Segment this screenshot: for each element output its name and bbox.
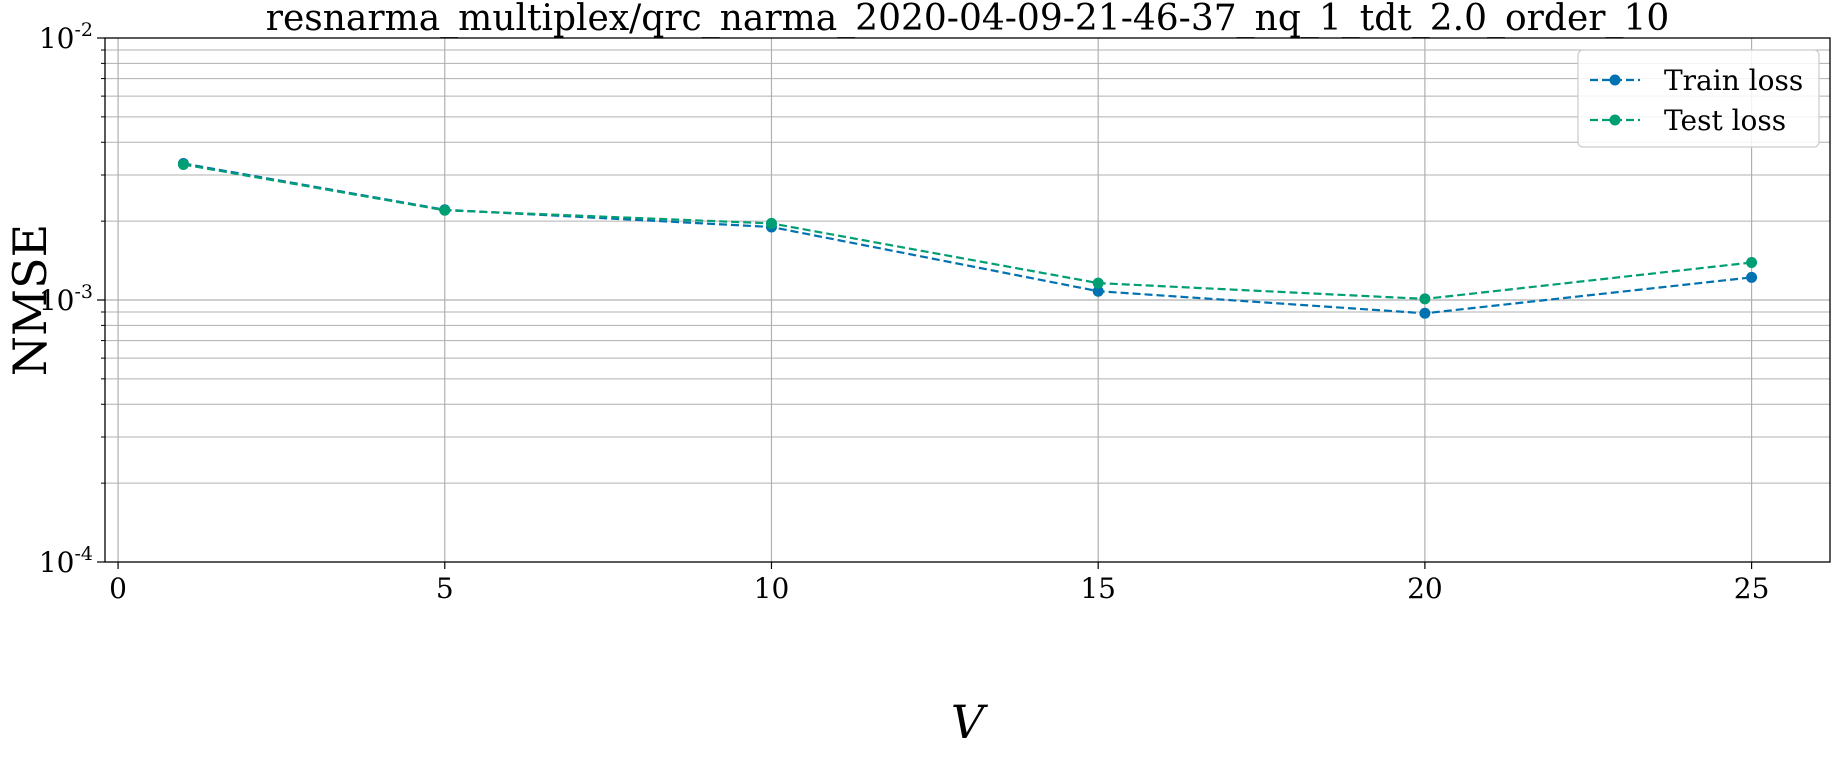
x-tick-label: 5 [436, 572, 454, 605]
y-tick-exponent: -3 [74, 281, 93, 303]
legend-item: Test loss [1590, 104, 1786, 137]
legend-marker [1609, 114, 1621, 126]
grid-lines [105, 38, 1830, 562]
legend-box [1577, 49, 1820, 148]
data-point [1746, 257, 1758, 269]
series-line [183, 163, 1752, 301]
legend-label: Train loss [1664, 64, 1803, 97]
legend: Train loss Test loss [1577, 49, 1820, 148]
y-tick-base: 10 [39, 284, 75, 317]
y-tick-label: 10-4 [39, 543, 93, 579]
x-tick-label: 10 [754, 572, 790, 605]
data-point [1419, 293, 1431, 305]
x-axis-ticks: 0 5 10 15 20 25 [109, 562, 1769, 605]
x-tick-label: 20 [1407, 572, 1443, 605]
legend-item: Train loss [1590, 64, 1803, 97]
y-axis-ticks: 10-410-310-2 [39, 19, 105, 579]
y-tick-exponent: -2 [74, 19, 93, 41]
legend-marker [1609, 74, 1621, 86]
y-axis-label: NMSE [3, 224, 57, 376]
x-tick-label: 25 [1734, 572, 1770, 605]
data-point [765, 217, 777, 229]
y-tick-label: 10-2 [39, 19, 93, 55]
y-tick-label: 10-3 [39, 281, 93, 317]
series-lines [177, 157, 1758, 319]
x-axis-label: V [951, 695, 989, 749]
legend-label: Test loss [1664, 104, 1786, 137]
x-tick-label: 15 [1080, 572, 1116, 605]
data-point [177, 158, 189, 170]
data-point [1092, 285, 1104, 297]
y-tick-exponent: -4 [74, 543, 93, 565]
y-tick-base: 10 [39, 22, 75, 55]
y-tick-base: 10 [39, 546, 75, 579]
data-point [1419, 307, 1431, 319]
chart-title: resnarma_multiplex/qrc_narma_2020-04-09-… [266, 0, 1670, 39]
data-point [1092, 277, 1104, 289]
series-test-loss [177, 158, 1758, 305]
x-tick-label: 0 [109, 572, 127, 605]
data-point [439, 204, 451, 216]
data-point [1746, 271, 1758, 283]
